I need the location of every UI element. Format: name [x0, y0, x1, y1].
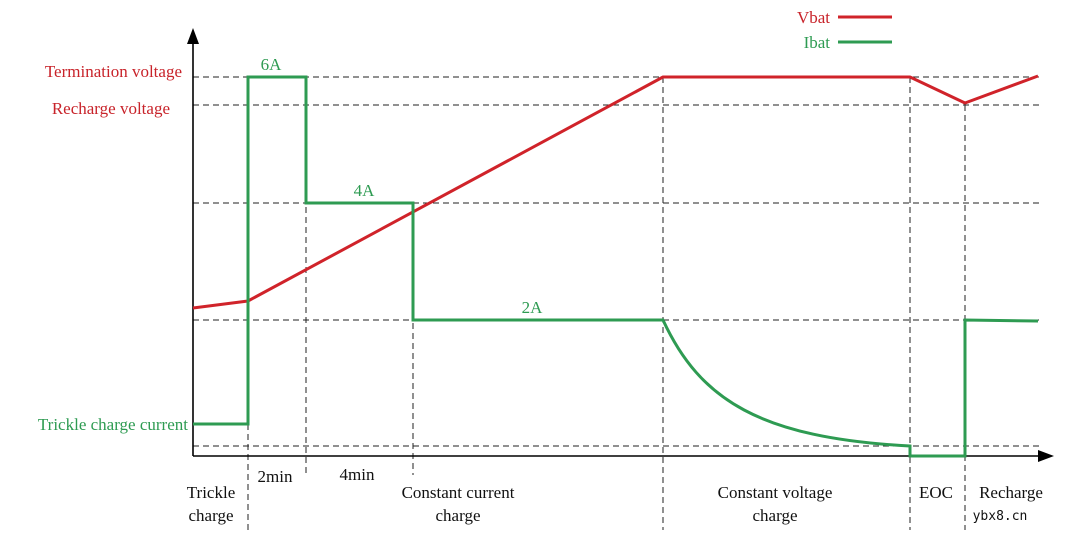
y-axis-arrow	[187, 28, 199, 44]
legend-entry-ibat-label: Ibat	[804, 33, 831, 52]
duration-label-4min: 4min	[340, 465, 375, 484]
watermark-text: ybx8.cn	[973, 509, 1028, 524]
legend: Vbat Ibat	[797, 8, 892, 52]
termination-voltage-label: Termination voltage	[45, 62, 182, 81]
phase-label-recharge: Recharge	[979, 483, 1043, 502]
current-label-4a: 4A	[354, 181, 376, 200]
current-label-2a: 2A	[522, 298, 544, 317]
phase-label-trickle-line2: charge	[189, 506, 234, 525]
recharge-voltage-label: Recharge voltage	[52, 99, 170, 118]
phase-label-cc-line1: Constant current	[402, 483, 515, 502]
phase-label-cv-line2: charge	[753, 506, 798, 525]
vbat-series-line	[192, 74, 1039, 310]
x-axis-arrow	[1038, 450, 1054, 462]
phase-label-trickle-line1: Trickle	[187, 483, 236, 502]
legend-entry-vbat-label: Vbat	[797, 8, 830, 27]
phase-label-cv-line1: Constant voltage	[718, 483, 833, 502]
current-label-6a: 6A	[261, 55, 283, 74]
duration-label-2min: 2min	[258, 467, 293, 486]
phase-label-eoc: EOC	[919, 483, 953, 502]
trickle-charge-current-label: Trickle charge current	[38, 415, 188, 434]
phase-label-cc-line2: charge	[436, 506, 481, 525]
ibat-series-line	[193, 75, 1039, 458]
